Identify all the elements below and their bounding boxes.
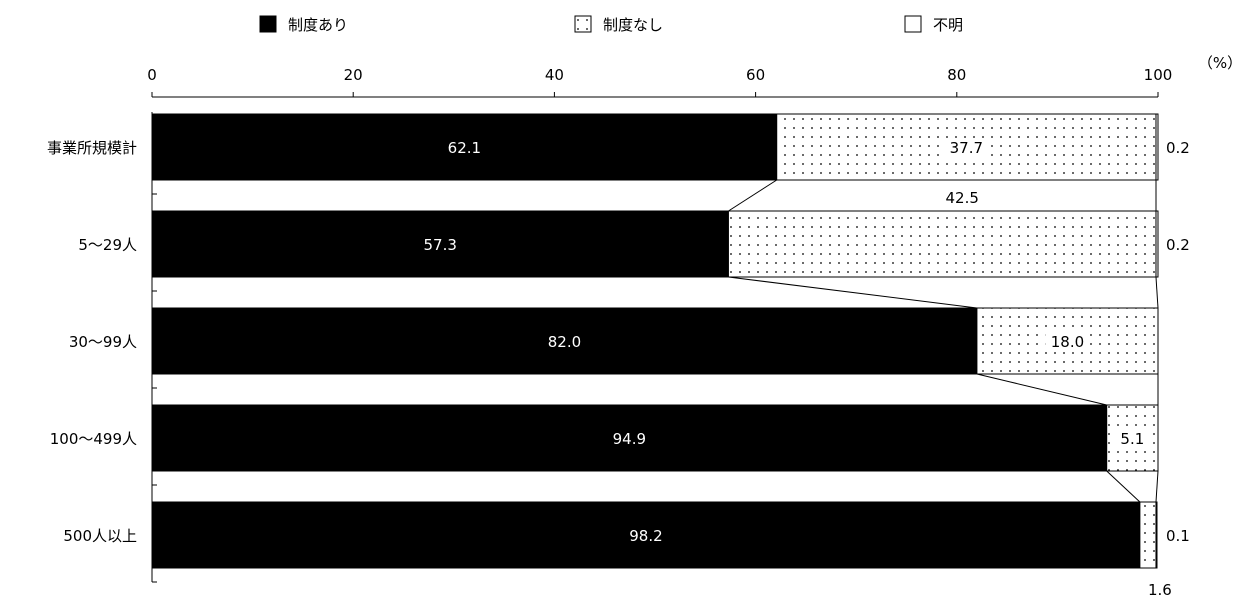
legend-swatch-2 xyxy=(574,15,592,33)
category-label-3: 30～99人 xyxy=(69,333,137,351)
category-label-1: 事業所規模計 xyxy=(47,139,137,157)
connector-a-3 xyxy=(976,373,1107,406)
label-1-5: 98.2 xyxy=(629,527,662,545)
legend-swatch-1 xyxy=(259,15,277,33)
label-2-5: 1.6 xyxy=(1148,581,1172,596)
data-labels: 62.1 37.7 0.2 57.3 42.5 0.2 82.0 18.0 94.9 5.1 98.… xyxy=(424,138,1190,596)
unit-label: （%） xyxy=(1198,54,1242,72)
category-label-4: 100～499人 xyxy=(50,430,137,448)
label-1-4: 94.9 xyxy=(613,430,646,448)
x-tick-label-0: 0 xyxy=(147,66,157,84)
connector-a-4 xyxy=(1106,470,1141,503)
x-tick-label-100: 100 xyxy=(1144,66,1173,84)
bar-1-5 xyxy=(151,501,1141,569)
bar-2-2 xyxy=(727,210,1157,278)
connector-b-4 xyxy=(1155,470,1159,503)
label-1-1: 62.1 xyxy=(448,139,481,157)
label-2-2: 42.5 xyxy=(946,189,979,207)
connector-b-2 xyxy=(1155,276,1159,309)
legend: 制度あり 制度なし 不明 xyxy=(259,15,963,34)
label-2-3: 18.0 xyxy=(1051,333,1084,351)
bar-3-1 xyxy=(1155,113,1159,181)
bar-2-5 xyxy=(1139,501,1157,569)
bar-3-5 xyxy=(1155,501,1158,569)
x-tick-label-20: 20 xyxy=(344,66,363,84)
label-3-5: 0.1 xyxy=(1166,527,1190,545)
bar-1-4 xyxy=(151,404,1108,472)
label-bg-2-1 xyxy=(944,138,989,157)
legend-label-1: 制度あり xyxy=(288,16,348,34)
bar-1-1 xyxy=(151,113,778,181)
label-2-1: 37.7 xyxy=(950,139,983,157)
label-bg-2-3 xyxy=(1045,332,1090,351)
x-tick-label-80: 80 xyxy=(947,66,966,84)
label-3-2: 0.2 xyxy=(1166,236,1190,254)
connector-lines xyxy=(728,179,1159,503)
legend-label-2: 制度なし xyxy=(603,16,663,34)
x-tick-label-60: 60 xyxy=(746,66,765,84)
connector-a-2 xyxy=(728,276,977,309)
x-axis: 0 20 40 60 80 100 （%） 事業所規模計 5～29人 30～99人 100～499人… xyxy=(47,54,1242,583)
connector-a-1 xyxy=(728,179,777,212)
x-tick-label-40: 40 xyxy=(545,66,564,84)
label-bg-2-4 xyxy=(1114,429,1150,448)
bar-1-2 xyxy=(151,210,729,278)
label-2-4: 5.1 xyxy=(1120,430,1144,448)
label-1-3: 82.0 xyxy=(548,333,581,351)
label-3-1: 0.2 xyxy=(1166,139,1190,157)
category-label-5: 500人以上 xyxy=(63,527,137,545)
category-label-2: 5～29人 xyxy=(78,236,137,254)
label-1-2: 57.3 xyxy=(424,236,457,254)
legend-label-3: 不明 xyxy=(933,16,963,34)
legend-swatch-3 xyxy=(904,15,922,33)
bar-3-2 xyxy=(1155,210,1159,278)
bars xyxy=(151,113,1159,569)
